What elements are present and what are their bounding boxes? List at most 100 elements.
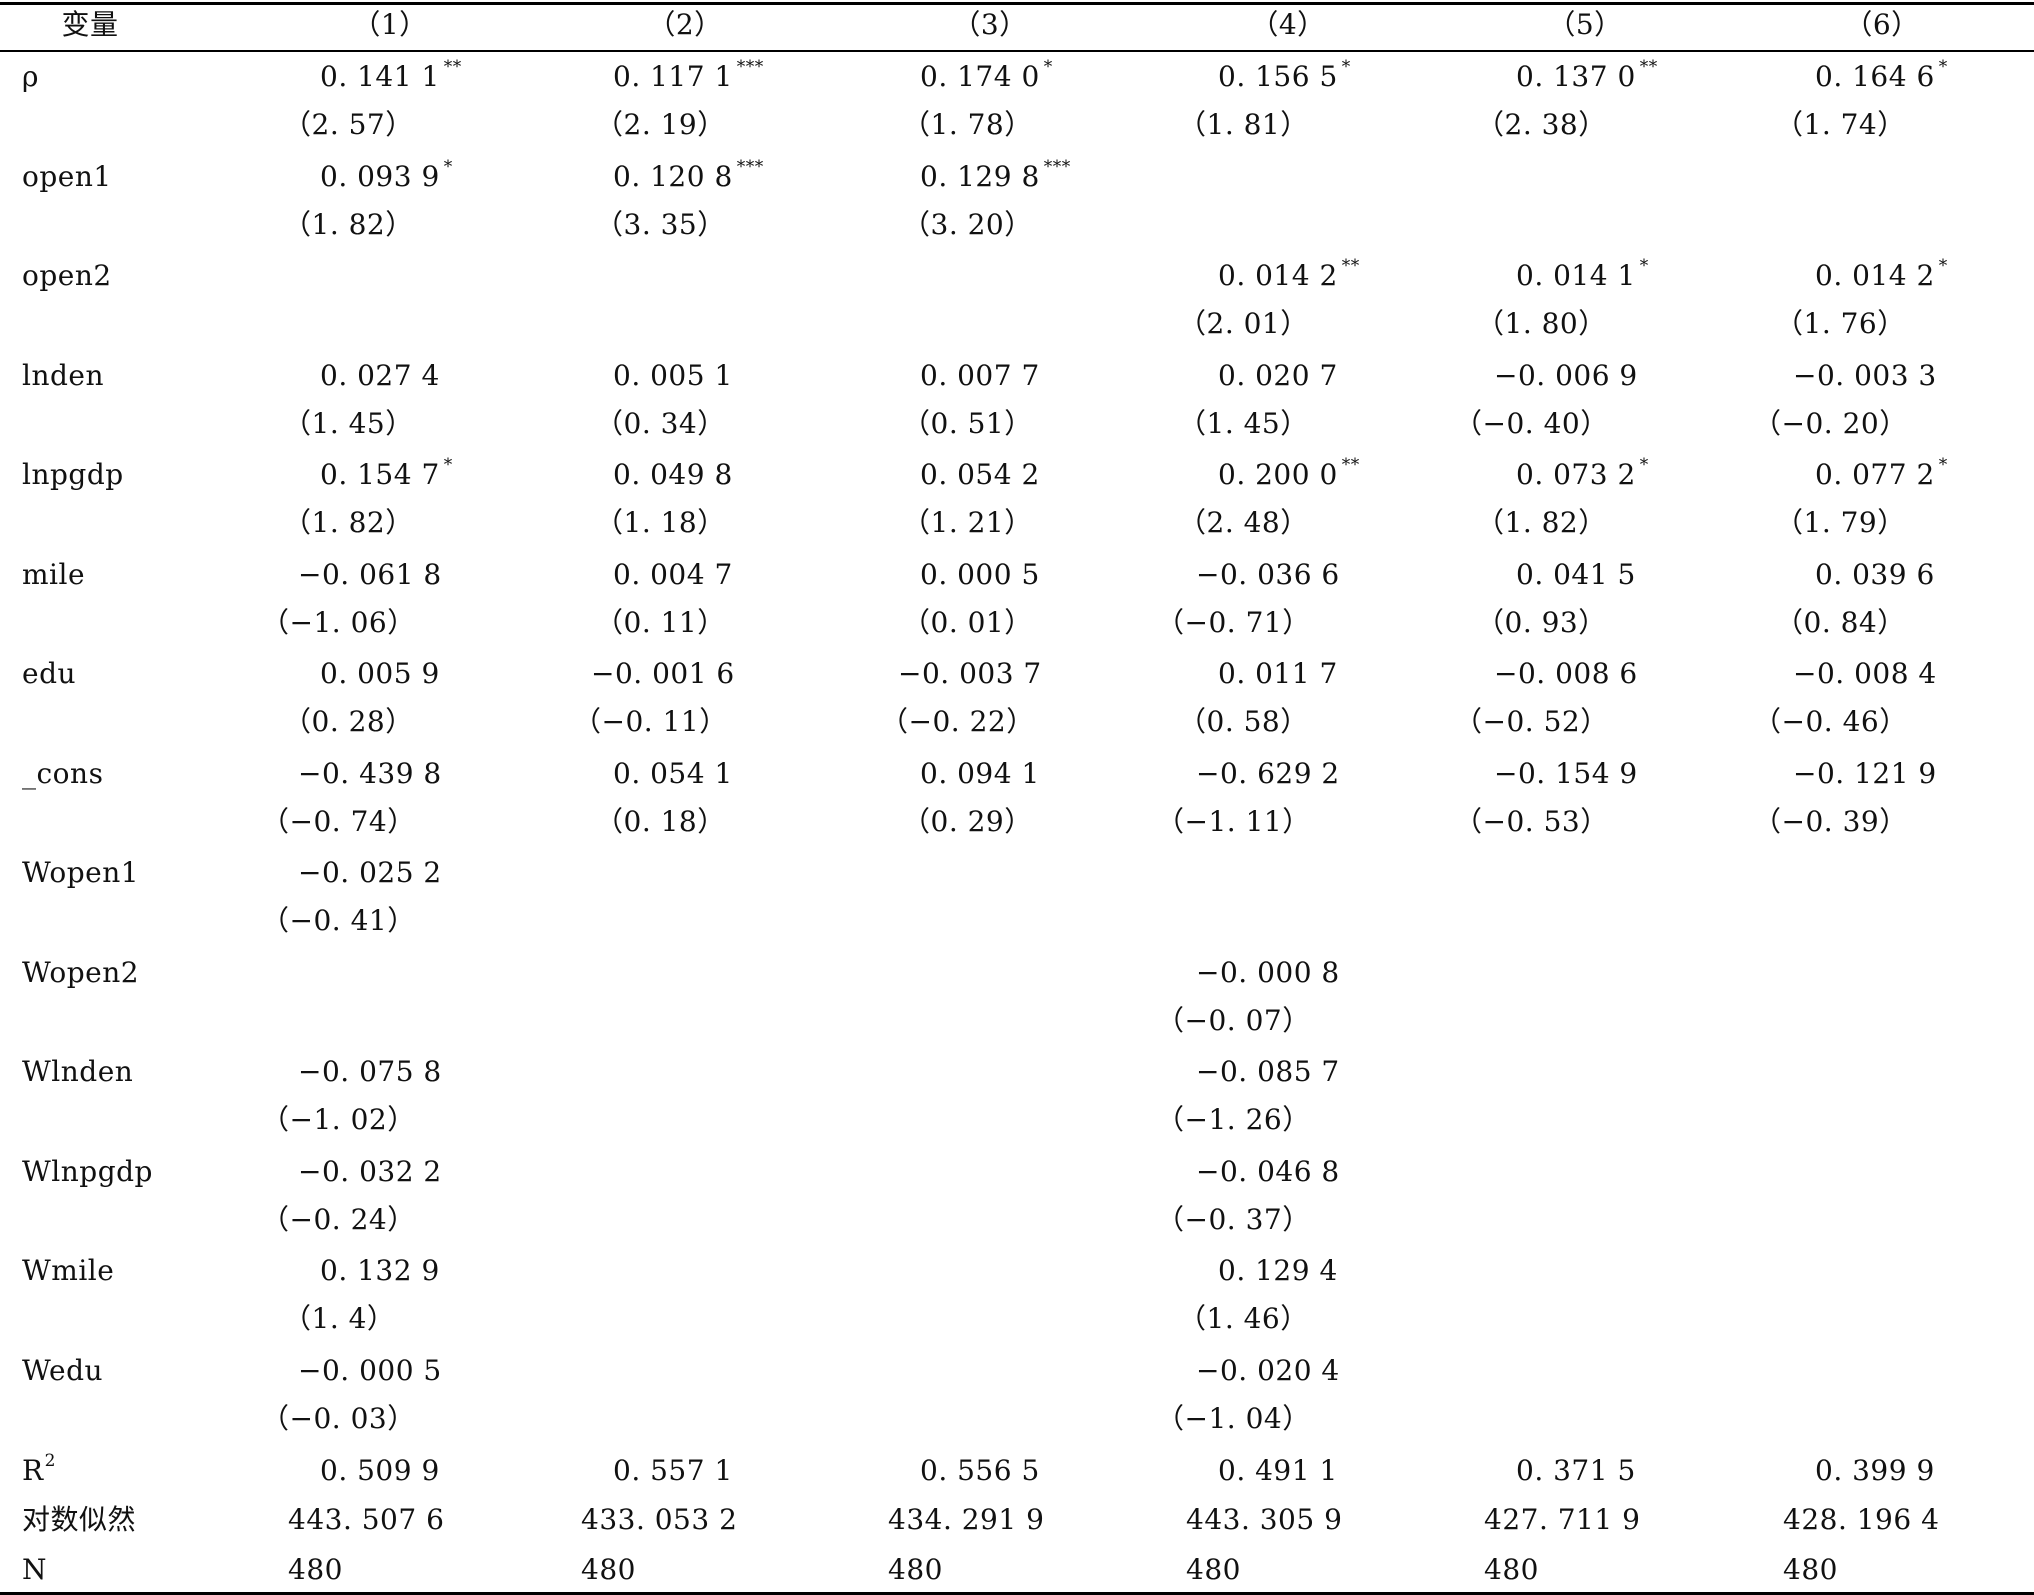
coef-cell: 0. 094 1	[920, 759, 1040, 789]
r-squared-value: 0. 556 5	[920, 1454, 1040, 1487]
r-squared-value: 0. 557 1	[613, 1454, 733, 1487]
coef-cell: −0. 439 8	[298, 759, 442, 789]
r-squared-value: 0. 509 9	[320, 1454, 440, 1487]
coef-cell: 0. 120 8 ***	[613, 158, 764, 193]
t-stat-cell: （−0. 41）	[261, 904, 416, 937]
coef-value: 0. 137 0	[1516, 60, 1636, 93]
row-label-Wlnden: Wlnden	[22, 1055, 134, 1088]
t-stat-cell: （0. 84）	[1775, 606, 1906, 639]
coef-value: −0. 085 7	[1196, 1055, 1340, 1088]
coef-cell: −0. 154 9	[1494, 759, 1638, 789]
t-stat-cell: （1. 80）	[1476, 307, 1607, 340]
row-label-edu: edu	[22, 657, 77, 690]
header-model-6: （6）	[1844, 8, 1920, 41]
t-stat-cell: （0. 28）	[283, 705, 414, 738]
coef-value: −0. 003 3	[1793, 359, 1937, 392]
coef-value: 0. 077 2	[1815, 458, 1935, 491]
coef-value: −0. 061 8	[298, 558, 442, 591]
t-stat-cell: （−0. 22）	[880, 705, 1035, 738]
significance-stars: *	[1341, 56, 1351, 77]
coef-cell: 0. 005 1	[613, 361, 733, 391]
significance-stars: ***	[736, 156, 764, 177]
t-stat-cell: （−0. 46）	[1753, 705, 1908, 738]
coef-value: 0. 164 6	[1815, 60, 1935, 93]
log-likelihood-value: 427. 711 9	[1484, 1503, 1641, 1536]
significance-stars: *	[443, 454, 453, 475]
t-stat-cell: （0. 58）	[1178, 705, 1309, 738]
coef-cell: 0. 027 4	[320, 361, 440, 391]
coef-cell: 0. 020 7	[1218, 361, 1338, 391]
coef-cell: 0. 004 7	[613, 560, 733, 590]
row-label-lnpgdp: lnpgdp	[22, 458, 124, 491]
row-label-Wopen2: Wopen2	[22, 956, 140, 989]
coef-value: 0. 027 4	[320, 359, 440, 392]
coef-cell: −0. 000 5	[298, 1356, 442, 1386]
coef-value: −0. 154 9	[1494, 757, 1638, 790]
coef-cell: 0. 014 2 **	[1218, 257, 1360, 291]
header-variable: 变量	[61, 8, 119, 41]
coef-cell: 0. 137 0 **	[1516, 58, 1658, 93]
t-stat-cell: （0. 34）	[595, 407, 726, 440]
significance-stars: *	[1639, 255, 1649, 276]
t-stat-cell: （−0. 03）	[261, 1402, 416, 1435]
row-label-Wlnpgdp: Wlnpgdp	[22, 1155, 153, 1188]
t-stat-cell: （1. 46）	[1178, 1302, 1309, 1335]
t-stat-cell: （−1. 04）	[1156, 1402, 1311, 1435]
coef-value: 0. 004 7	[613, 558, 733, 591]
coef-value: 0. 039 6	[1815, 558, 1935, 591]
log-likelihood-value: 433. 053 2	[581, 1503, 738, 1536]
significance-stars: **	[1341, 454, 1360, 475]
coef-cell: −0. 008 6	[1494, 659, 1638, 689]
coef-value: 0. 141 1	[320, 60, 440, 93]
header-model-2: （2）	[647, 8, 723, 41]
coef-cell: −0. 629 2	[1196, 759, 1340, 789]
coef-value: −0. 008 4	[1793, 657, 1937, 690]
coef-value: 0. 129 8	[920, 160, 1040, 193]
coef-cell: 0. 117 1 ***	[613, 58, 764, 92]
coef-cell: 0. 093 9 *	[320, 158, 453, 193]
table-bottom-rule	[0, 1592, 2034, 1595]
coef-value: −0. 020 4	[1196, 1354, 1340, 1387]
coef-value: 0. 014 2	[1815, 259, 1935, 292]
coef-cell: −0. 000 8	[1196, 958, 1340, 988]
coef-cell: 0. 132 9	[320, 1256, 440, 1286]
t-stat-cell: （−0. 37）	[1156, 1203, 1311, 1236]
t-stat-cell: （0. 11）	[595, 606, 726, 639]
significance-stars: ***	[1043, 156, 1071, 177]
coef-value: −0. 036 6	[1196, 558, 1340, 591]
coef-cell: 0. 129 8 ***	[920, 158, 1071, 193]
coef-value: 0. 041 5	[1516, 558, 1636, 591]
coef-cell: −0. 020 4	[1196, 1356, 1340, 1386]
coef-cell: 0. 156 5 *	[1218, 58, 1351, 92]
t-stat-cell: （−0. 20）	[1753, 407, 1908, 440]
t-stat-cell: （1. 82）	[1476, 506, 1607, 539]
coef-value: 0. 200 0	[1218, 458, 1338, 491]
coef-value: 0. 054 1	[613, 757, 733, 790]
log-likelihood-value: 443. 305 9	[1186, 1503, 1343, 1536]
t-stat-cell: （1. 18）	[595, 506, 726, 539]
coef-cell: 0. 011 7	[1218, 659, 1338, 689]
t-stat-cell: （2. 48）	[1178, 506, 1309, 539]
coef-cell: 0. 039 6	[1815, 560, 1935, 590]
r-squared-value: 0. 491 1	[1218, 1454, 1338, 1487]
coef-value: −0. 046 8	[1196, 1155, 1340, 1188]
t-stat-cell: （1. 76）	[1775, 307, 1906, 340]
row-label-cons: _cons	[22, 757, 104, 790]
coef-cell: 0. 141 1 **	[320, 58, 462, 93]
t-stat-cell: （−0. 24）	[261, 1203, 416, 1236]
significance-stars: **	[1341, 255, 1360, 276]
t-stat-cell: （−1. 11）	[1156, 805, 1311, 838]
coef-value: 0. 120 8	[613, 160, 733, 193]
coef-value: −0. 121 9	[1793, 757, 1937, 790]
t-stat-cell: （−1. 26）	[1156, 1103, 1311, 1136]
coef-value: 0. 054 2	[920, 458, 1040, 491]
coef-value: 0. 174 0	[920, 60, 1040, 93]
row-label-log-likelihood: 对数似然	[22, 1503, 137, 1536]
coef-value: 0. 073 2	[1516, 458, 1636, 491]
row-label-open1: open1	[22, 160, 112, 193]
coef-cell: 0. 007 7	[920, 361, 1040, 391]
coef-value: 0. 093 9	[320, 160, 440, 193]
row-label-observations: N	[22, 1553, 47, 1586]
coef-value: 0. 049 8	[613, 458, 733, 491]
t-stat-cell: （3. 35）	[595, 208, 726, 241]
